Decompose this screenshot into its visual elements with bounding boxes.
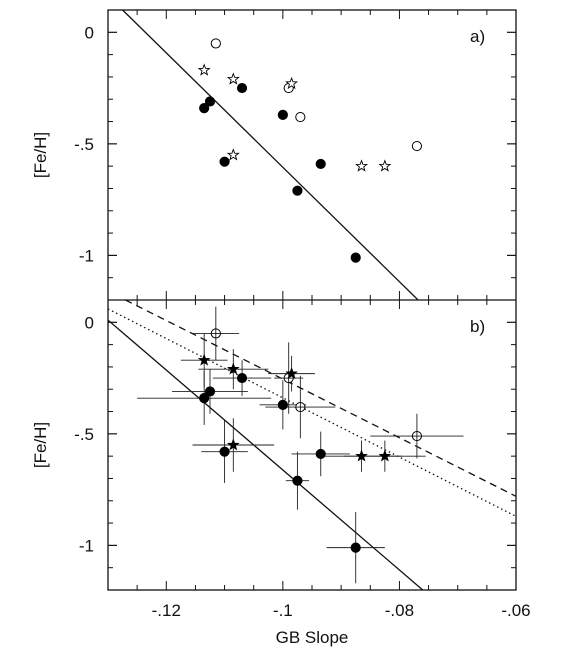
panel-a-open-circle-point [210, 38, 221, 49]
panel-b-filled-star-point [226, 438, 240, 451]
panel-a-open-circle-point [411, 140, 423, 152]
panel-a-y-axis-title: [Fe/H] [31, 132, 50, 178]
panel-a-open-star-point [197, 63, 211, 76]
panel-b-filled-star-point [355, 449, 368, 462]
panel-b-fit-line-dotted [108, 308, 516, 517]
panel-b-filled-star-point [378, 449, 392, 462]
panel-b-y-axis-title: [Fe/H] [31, 422, 50, 468]
panel-b-y-tick-label: 0 [85, 313, 94, 332]
panel-b-filled-star-point [226, 362, 240, 375]
panel-a-filled-circle-point [236, 82, 248, 94]
panel-a-open-star-point [355, 159, 368, 172]
panel-b-filled-star-point [285, 366, 298, 379]
panel-a-filled-circle-point [204, 96, 216, 107]
panel-b-x-tick-label: -.1 [273, 601, 293, 620]
panel-a-open-star-point [285, 76, 299, 90]
panel-b-filled-circle-point [199, 393, 210, 404]
panel-a-filled-circle-point [350, 252, 361, 263]
panel-b: 0 -.5 -1 -.12 -.1 -.08 -.06 [74, 300, 531, 620]
panel-b-filled-circle-point [236, 372, 248, 384]
panel-a-label: a) [470, 27, 485, 46]
panel-a-filled-circle-point [277, 109, 288, 120]
panel-a-filled-circle-point [315, 158, 326, 170]
panel-b-fit-line-solid [108, 319, 424, 590]
panel-b-x-tick-label: -.08 [385, 601, 414, 620]
panel-b-y-tick-label: -1 [79, 536, 94, 555]
panel-b-x-tick-label: -.06 [501, 601, 530, 620]
panel-b-filled-circle-point [350, 542, 361, 553]
panel-a-open-star-point [226, 72, 240, 85]
panel-a-y-tick-label: -1 [79, 246, 94, 265]
panel-a-filled-circle-point [199, 103, 210, 114]
panel-a-filled-circle-point [219, 156, 230, 167]
panel-b-filled-circle-point [315, 448, 326, 460]
panel-b-label: b) [470, 317, 485, 336]
panel-a-open-star-point [378, 159, 392, 172]
panel-a-y-tick-label: 0 [85, 23, 94, 42]
panel-b-filled-circle-point [277, 399, 288, 410]
panel-a-open-circle-point [295, 111, 306, 123]
panel-b-x-tick-label: -.12 [152, 601, 181, 620]
panel-a-filled-circle-point [292, 185, 303, 196]
panel-b-filled-star-point [197, 353, 211, 366]
panel-b-filled-circle-point [292, 475, 303, 486]
panel-a: 0 -.5 -1 [74, 10, 517, 300]
panel-a-open-star-point [226, 148, 240, 161]
panel-b-filled-circle-point [219, 446, 230, 457]
panel-b-filled-circle-point [204, 386, 216, 397]
panel-b-y-tick-label: -.5 [74, 425, 94, 444]
panel-a-fit-line-solid [122, 10, 419, 300]
x-axis-title: GB Slope [276, 628, 349, 647]
panel-b-fit-line-dashed [125, 300, 516, 497]
panel-a-y-tick-label: -.5 [74, 135, 94, 154]
